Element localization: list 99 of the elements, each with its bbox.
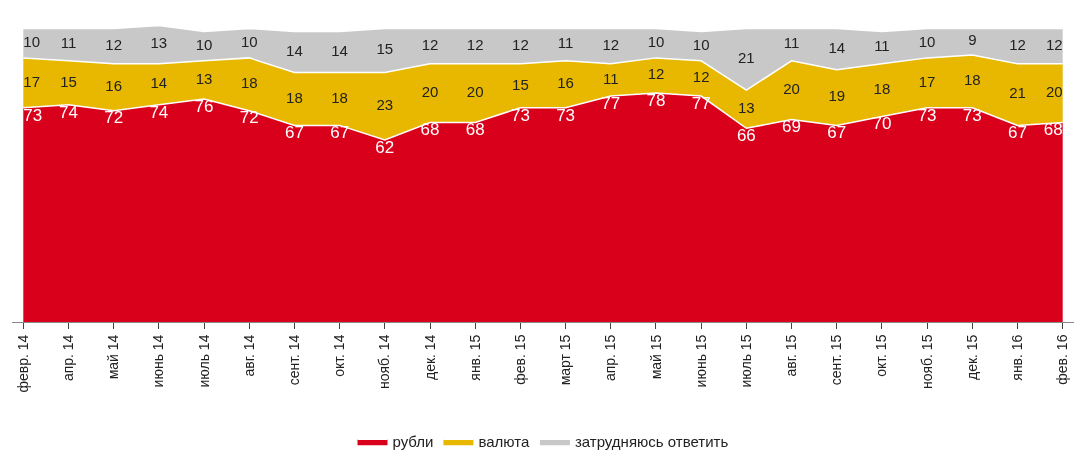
data-label: 20 bbox=[466, 82, 484, 100]
data-label: 77 bbox=[601, 93, 621, 113]
data-label: 23 bbox=[376, 96, 394, 114]
data-label: 12 bbox=[421, 35, 439, 53]
data-label: 20 bbox=[783, 79, 800, 97]
data-label: 21 bbox=[1009, 84, 1026, 102]
data-label: 18 bbox=[331, 88, 348, 106]
x-tick-label: дек. 14 bbox=[421, 334, 438, 381]
data-label: 10 bbox=[23, 32, 40, 50]
x-tick-label: авг. 14 bbox=[240, 334, 257, 377]
x-tick-label: авг. 15 bbox=[783, 334, 800, 377]
data-label: 67 bbox=[330, 123, 350, 143]
data-label: 20 bbox=[1046, 82, 1063, 100]
data-label: 13 bbox=[195, 69, 213, 87]
x-tick-label: фев. 15 bbox=[511, 334, 528, 385]
data-label: 70 bbox=[872, 114, 892, 134]
data-label: 20 bbox=[421, 82, 439, 100]
data-label: 68 bbox=[465, 120, 485, 140]
data-label: 14 bbox=[286, 41, 303, 59]
data-label: 12 bbox=[647, 65, 665, 83]
data-label: 12 bbox=[602, 35, 620, 53]
x-tick-label: июнь 14 bbox=[150, 334, 167, 388]
data-label: 11 bbox=[60, 34, 77, 52]
data-label: 73 bbox=[917, 105, 937, 125]
data-label: 73 bbox=[510, 105, 530, 125]
data-label: 74 bbox=[59, 102, 78, 122]
x-tick-label: дек. 15 bbox=[963, 334, 980, 381]
x-tick-label: нояб. 14 bbox=[376, 334, 393, 390]
x-tick-label: янв. 15 bbox=[466, 334, 483, 381]
data-label: 21 bbox=[738, 49, 755, 67]
x-tick-label: февр. 14 bbox=[14, 334, 31, 393]
data-label: 18 bbox=[286, 88, 303, 106]
data-label: 17 bbox=[23, 72, 40, 90]
data-label: 15 bbox=[512, 75, 529, 93]
data-label: 12 bbox=[512, 35, 529, 53]
data-label: 14 bbox=[828, 38, 846, 56]
data-label: 12 bbox=[692, 68, 710, 86]
legend-label: затрудняюсь ответить bbox=[574, 433, 729, 451]
data-label: 15 bbox=[376, 40, 394, 58]
x-tick-label: апр. 14 bbox=[60, 334, 77, 382]
data-label: 10 bbox=[195, 35, 213, 53]
legend-label: валюта bbox=[478, 433, 530, 451]
data-label: 72 bbox=[239, 108, 259, 128]
x-tick-label: сент. 14 bbox=[286, 334, 302, 386]
data-label: 69 bbox=[782, 117, 802, 137]
x-tick-label: июль 15 bbox=[737, 334, 754, 388]
data-label: 13 bbox=[738, 98, 755, 116]
data-label: 78 bbox=[646, 90, 666, 110]
data-label: 73 bbox=[23, 105, 43, 125]
data-label: 67 bbox=[1008, 123, 1027, 143]
x-tick-label: окт. 15 bbox=[873, 334, 890, 377]
data-label: 68 bbox=[420, 120, 440, 140]
data-label: 72 bbox=[104, 108, 124, 128]
data-label: 10 bbox=[240, 32, 258, 50]
x-tick-label: фев. 16 bbox=[1054, 334, 1071, 385]
x-tick-label: сент. 15 bbox=[828, 334, 845, 386]
x-tick-label: окт. 14 bbox=[331, 334, 348, 377]
x-tick-label: май 15 bbox=[647, 334, 664, 380]
data-label: 9 bbox=[968, 31, 977, 49]
data-label: 73 bbox=[556, 105, 576, 125]
data-label: 76 bbox=[194, 96, 214, 116]
data-label: 19 bbox=[828, 87, 846, 105]
data-label: 73 bbox=[962, 105, 982, 125]
data-label: 11 bbox=[557, 34, 574, 52]
x-tick-label: нояб. 15 bbox=[918, 334, 935, 390]
data-label: 11 bbox=[603, 69, 619, 87]
x-tick-label: апр. 15 bbox=[602, 334, 619, 382]
data-label: 16 bbox=[557, 74, 574, 92]
data-label: 74 bbox=[149, 102, 169, 122]
data-label: 11 bbox=[783, 34, 800, 52]
x-tick-label: июнь 15 bbox=[692, 334, 709, 388]
x-tick-label: июль 14 bbox=[195, 334, 212, 388]
data-label: 10 bbox=[692, 35, 710, 53]
data-label: 66 bbox=[736, 126, 756, 146]
data-label: 18 bbox=[963, 71, 981, 89]
data-label: 12 bbox=[1046, 35, 1063, 53]
data-label: 17 bbox=[918, 72, 936, 90]
x-tick-label: янв. 16 bbox=[1009, 334, 1026, 381]
x-tick-label: май 14 bbox=[105, 334, 122, 380]
data-label: 14 bbox=[331, 41, 348, 59]
data-label: 15 bbox=[60, 72, 77, 90]
legend-label: рубли bbox=[392, 433, 434, 451]
data-label: 12 bbox=[466, 35, 484, 53]
data-label: 12 bbox=[105, 35, 123, 53]
data-label: 16 bbox=[105, 76, 123, 94]
data-label: 18 bbox=[240, 74, 258, 92]
data-label: 10 bbox=[918, 32, 936, 50]
data-label: 11 bbox=[874, 37, 890, 55]
data-label: 18 bbox=[873, 79, 891, 97]
data-label: 12 bbox=[1009, 35, 1026, 53]
data-label: 10 bbox=[647, 32, 665, 50]
data-label: 67 bbox=[827, 123, 847, 143]
data-label: 77 bbox=[691, 93, 711, 113]
data-label: 67 bbox=[284, 123, 304, 143]
x-tick-label: март 15 bbox=[557, 334, 574, 386]
data-label: 68 bbox=[1043, 120, 1063, 140]
data-label: 13 bbox=[150, 34, 168, 52]
data-label: 14 bbox=[150, 74, 168, 92]
data-label: 62 bbox=[375, 137, 395, 157]
